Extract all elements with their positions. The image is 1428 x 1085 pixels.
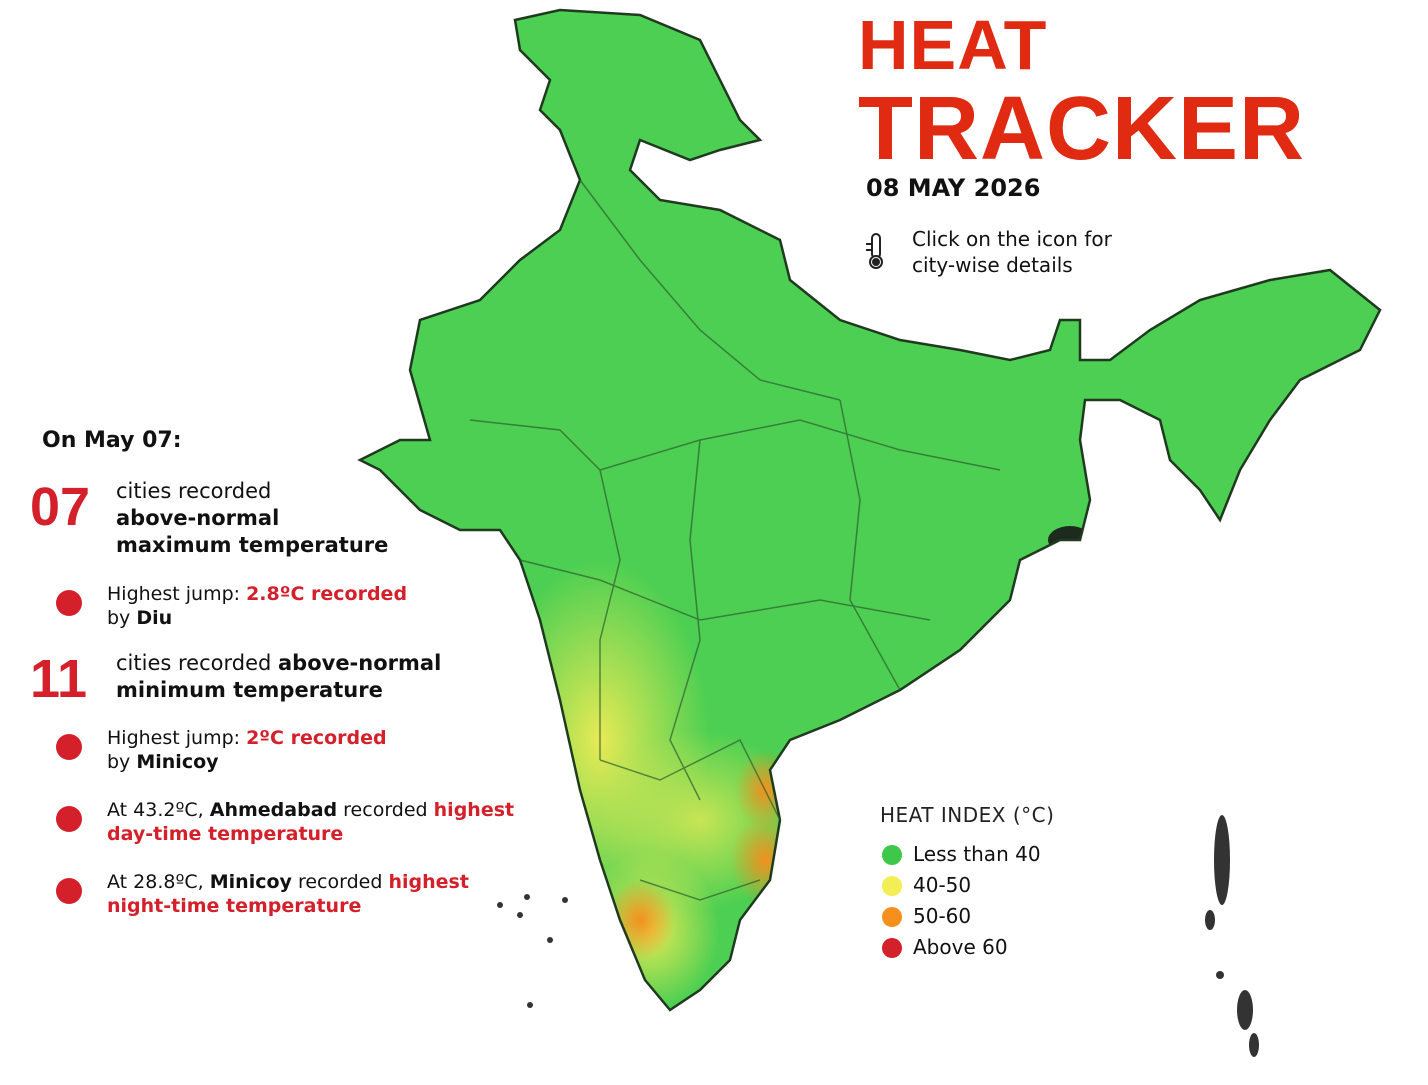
- text-segment: above-normal: [116, 506, 280, 530]
- text-line: day-time temperature: [107, 822, 514, 846]
- text-line: maximum temperature: [116, 532, 388, 559]
- text-segment: recorded: [337, 799, 434, 821]
- text-segment: Ahmedabad: [209, 799, 338, 821]
- count: 11: [30, 649, 88, 709]
- text-line: above-normal: [116, 505, 388, 532]
- hint-line: city-wise details: [912, 253, 1073, 277]
- stats-heading: On May 07:: [42, 428, 182, 453]
- text-segment: minimum temperature: [116, 678, 383, 702]
- text-segment: At 28.8ºC,: [107, 871, 210, 893]
- text-segment: maximum temperature: [116, 533, 389, 557]
- count-text: cities recorded above-normal maximum tempe…: [116, 478, 388, 559]
- text-segment: Minicoy: [136, 751, 219, 773]
- bullet-text: Highest jump: 2ºC recorded by Minicoy: [107, 726, 387, 774]
- text-line: cities recorded above-normal: [116, 650, 441, 677]
- legend-swatch: [882, 845, 902, 865]
- text-line: night-time temperature: [107, 894, 469, 918]
- text-line: Highest jump: 2.8ºC recorded: [107, 582, 407, 606]
- legend-title: HEAT INDEX (°C): [880, 803, 1055, 827]
- date: 08 MAY 2026: [866, 174, 1041, 202]
- text-line: minimum temperature: [116, 677, 441, 704]
- legend-label: Less than 40: [913, 842, 1041, 866]
- text-line: by Diu: [107, 606, 407, 630]
- bullet: [56, 806, 82, 832]
- legend-swatch: [882, 876, 902, 896]
- text-line: Highest jump: 2ºC recorded: [107, 726, 387, 750]
- text-segment: recorded: [291, 871, 389, 893]
- bullet: [56, 734, 82, 760]
- state-borders: [469, 179, 1001, 901]
- text-segment: day-time temperature: [107, 823, 344, 845]
- hint: Click on the icon for city-wise details: [912, 226, 1112, 278]
- text-line: At 43.2ºC, Ahmedabad recorded highest: [107, 798, 514, 822]
- text-segment: Minicoy: [209, 871, 292, 893]
- text-line: by Minicoy: [107, 750, 387, 774]
- text-segment: 2.8ºC recorded: [246, 583, 408, 605]
- text-line: At 28.8ºC, Minicoy recorded highest: [107, 870, 469, 894]
- text-segment: Highest jump:: [107, 583, 247, 605]
- text-segment: by: [107, 751, 137, 773]
- text-segment: by: [107, 607, 137, 629]
- text-segment: night-time temperature: [107, 895, 362, 917]
- text-segment: cities recorded: [116, 651, 278, 675]
- text-line: cities recorded: [116, 478, 388, 505]
- title: HEAT: [858, 6, 1048, 84]
- text-segment: cities recorded: [116, 479, 272, 503]
- text-segment: 2ºC recorded: [246, 727, 387, 749]
- text-segment: At 43.2ºC,: [107, 799, 210, 821]
- thermometer-icon[interactable]: [866, 233, 883, 269]
- bullet-text: At 28.8ºC, Minicoy recorded highest night…: [107, 870, 469, 918]
- text-segment: above-normal: [278, 651, 442, 675]
- legend-label: Above 60: [913, 935, 1008, 959]
- text-segment: highest: [388, 871, 469, 893]
- islands: [497, 815, 1259, 1057]
- bullet: [56, 878, 82, 904]
- text-segment: Highest jump:: [107, 727, 247, 749]
- bullet-text: At 43.2ºC, Ahmedabad recorded highest day…: [107, 798, 514, 846]
- legend-swatch: [882, 938, 902, 958]
- count: 07: [30, 477, 91, 537]
- legend-label: 40-50: [913, 873, 972, 897]
- bullet: [56, 590, 82, 616]
- hint-line: Click on the icon for: [912, 227, 1112, 251]
- text-segment: highest: [433, 799, 515, 821]
- legend-label: 50-60: [913, 904, 972, 928]
- legend-swatch: [882, 907, 902, 927]
- title: TRACKER: [858, 79, 1305, 179]
- text-segment: Diu: [136, 607, 173, 629]
- count-text: cities recorded above-normal minimum temp…: [116, 650, 441, 704]
- bullet-text: Highest jump: 2.8ºC recorded by Diu: [107, 582, 407, 630]
